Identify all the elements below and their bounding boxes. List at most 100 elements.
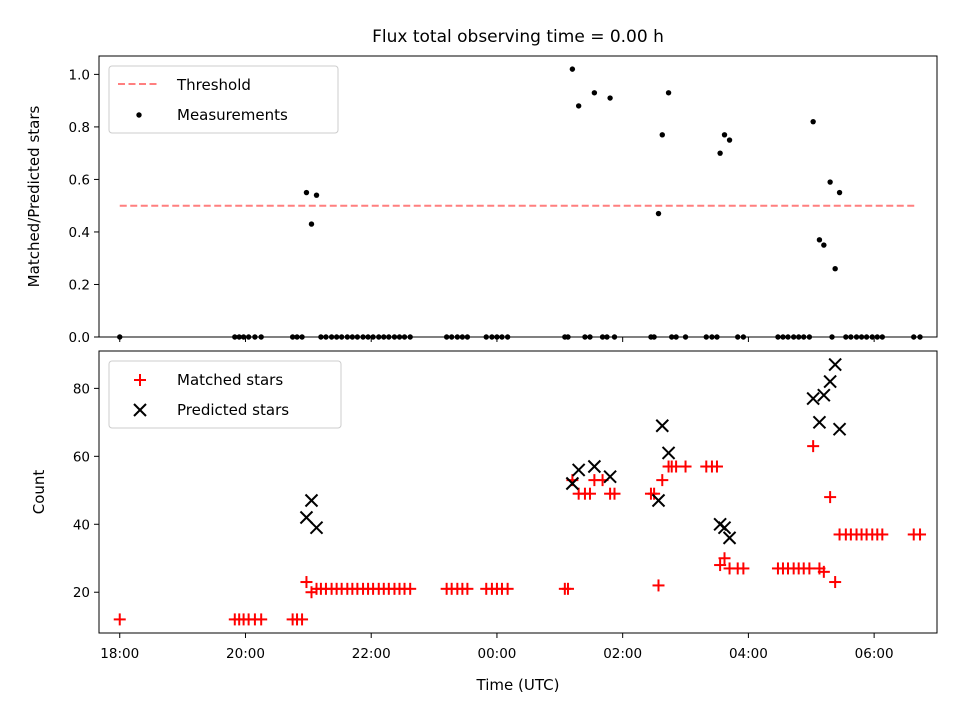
measurement-point (308, 221, 315, 227)
predicted-stars-point-b (304, 493, 319, 508)
top-legend-box (108, 65, 339, 134)
top-ytick-label: 0.8 (69, 120, 90, 136)
matched-stars-point (583, 487, 596, 500)
matched-stars-point (300, 576, 313, 589)
predicted-stars-point (587, 459, 602, 474)
bottom-plot-frame (98, 350, 938, 634)
bottom-axes-layer: 20 40 60 80 18:00 20:00 22:00 00:00 02:00 04:00 06… (73, 381, 894, 662)
bottom-legend-matched-swatch (134, 374, 146, 386)
predicted-stars-point-b (812, 415, 827, 430)
measurement-point (827, 179, 833, 185)
predicted-stars-point (812, 415, 827, 430)
matched-stars-point (255, 613, 268, 626)
predicted-stars-point (661, 446, 676, 460)
predicted-stars-point (651, 493, 666, 508)
predicted-stars-point-b (717, 520, 732, 535)
measurement-point (832, 266, 838, 272)
predicted-stars-point (565, 476, 580, 491)
predicted-stars-point (304, 493, 319, 508)
matched-stars-point (404, 582, 417, 595)
matched-stars-point (501, 582, 514, 595)
bottom-xtick-label: 20:00 (226, 646, 265, 662)
matched-stars-point (296, 613, 309, 626)
predicted-stars-point (655, 419, 669, 433)
top-legend: Threshold Measurements (108, 65, 339, 134)
predicted-stars-point-b (309, 520, 324, 535)
top-axes-layer: 0.0 0.2 0.4 0.6 0.8 1.0 (69, 67, 875, 346)
measurement-point (721, 132, 728, 138)
predicted-stars-point-b (655, 419, 669, 433)
bottom-legend: Matched stars Predicted stars (108, 360, 342, 429)
bottom-legend-predicted-swatch (133, 403, 147, 417)
measurement-point (313, 192, 320, 198)
bottom-ytick-label: 20 (73, 585, 90, 601)
measurement-point (717, 150, 723, 156)
predicted-stars-point (823, 374, 837, 389)
top-panel: 0.0 0.2 0.4 0.6 0.8 1.0 Matched/Predicted sta… (25, 55, 938, 346)
matched-stars-point (608, 487, 621, 500)
matched-stars-point (824, 491, 837, 504)
measurement-point (726, 137, 733, 143)
bottom-xtick-label: 04:00 (729, 646, 768, 662)
bottom-legend-box (108, 360, 342, 429)
predicted-stars-point-b (722, 531, 737, 545)
matched-stars-point (679, 460, 692, 473)
measurement-point (810, 118, 816, 125)
predicted-stars-point (817, 388, 831, 402)
matched-stars-point (718, 552, 731, 565)
bottom-xtick-label: 22:00 (352, 646, 391, 662)
matched-stars-point (714, 559, 727, 572)
bottom-ytick-label: 40 (73, 517, 90, 533)
predicted-stars-point-b (603, 470, 617, 484)
top-ylabel: Matched/Predicted stars (25, 106, 43, 288)
bottom-xlabel: Time (UTC) (476, 676, 560, 694)
predicted-stars-point-b (828, 357, 842, 372)
measurement-point (665, 90, 672, 96)
bottom-xtick-label: 06:00 (855, 646, 894, 662)
top-legend-threshold-label: Threshold (176, 76, 251, 94)
predicted-stars-point (828, 357, 842, 372)
bottom-xtick-label: 00:00 (477, 646, 516, 662)
top-ytick-label: 0.6 (69, 172, 90, 188)
bottom-ytick-label: 60 (73, 449, 90, 465)
matched-stars-point (914, 528, 927, 541)
predicted-stars-point-b (565, 476, 580, 491)
bottom-legend-matched-label: Matched stars (177, 371, 283, 389)
top-points-layer (117, 66, 923, 340)
matched-stars-point (803, 562, 816, 575)
bottom-panel: 20 40 60 80 18:00 20:00 22:00 00:00 02:00 04:00 06… (30, 350, 938, 694)
predicted-stars-point-b (299, 510, 314, 525)
matched-stars-point (656, 474, 669, 487)
measurement-point (569, 66, 576, 72)
predicted-stars-point-b (817, 388, 831, 402)
top-ytick-label: 0.2 (69, 277, 90, 293)
predicted-stars-point (717, 520, 732, 535)
matched-stars-point (876, 528, 889, 541)
predicted-stars-point-b (823, 374, 837, 389)
matched-stars-point (807, 440, 820, 453)
predicted-stars-point (806, 391, 820, 406)
measurement-point (659, 132, 665, 138)
measurement-point (591, 90, 598, 96)
figure-title: Flux total observing time = 0.00 h (372, 27, 664, 47)
matched-stars-point (817, 565, 830, 578)
measurement-point (575, 103, 582, 109)
bottom-ytick-label: 80 (73, 381, 90, 397)
predicted-stars-point (299, 510, 314, 525)
predicted-stars-point (603, 470, 617, 484)
matched-stars-point (648, 487, 661, 500)
top-plot-frame (98, 55, 938, 338)
measurement-point (836, 189, 843, 196)
measurement-point (821, 242, 827, 248)
measurement-point (303, 189, 310, 196)
predicted-stars-point (571, 463, 586, 477)
measurement-point (655, 210, 662, 217)
bottom-legend-predicted-label: Predicted stars (177, 401, 289, 419)
matched-stars-point (737, 562, 750, 575)
top-ytick-label: 0.0 (69, 330, 90, 346)
bottom-xtick-label: 02:00 (603, 646, 642, 662)
bottom-xtick-label: 18:00 (100, 646, 139, 662)
measurement-point (607, 95, 613, 101)
matched-stars-point (829, 576, 842, 589)
